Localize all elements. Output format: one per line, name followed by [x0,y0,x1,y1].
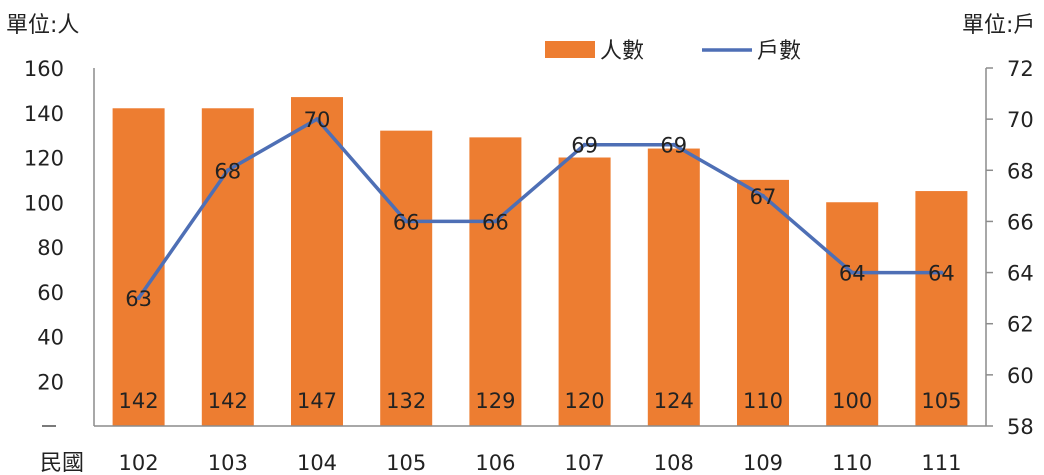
legend: 人數 戶數 [545,39,801,64]
x-tick-label: 105 [386,451,426,475]
right-tick-label: 66 [1007,210,1034,234]
line-point-106 [493,219,498,224]
right-tick-label: 64 [1007,262,1034,286]
bar-value-label: 147 [297,389,337,413]
bar-111 [915,191,968,426]
line-value-label: 63 [125,287,152,311]
x-tick-label: 109 [743,451,783,475]
line-value-label: 64 [928,262,955,286]
left-tick-label: 100 [24,191,64,215]
line-point-102 [136,296,141,301]
bar-104 [291,97,343,427]
right-tick-label: 72 [1007,57,1034,81]
line-value-label: 70 [304,108,331,132]
bar-value-label: 110 [743,389,783,413]
x-tick-label: 106 [475,451,515,475]
bar-109 [737,179,789,426]
x-tick-label: 108 [654,451,694,475]
line-value-label: 67 [750,185,777,209]
left-unit-label: 單位:人 [6,13,79,38]
bar-110 [826,202,879,426]
axes: 20 40 60 80 100 120 140 160 58 60 62 64 66 68 70 72 102 1… [24,57,1034,475]
right-tick-label: 68 [1007,159,1034,183]
bar-value-label: 124 [654,389,694,413]
line-point-108 [671,142,676,147]
legend-label-line: 戶數 [757,39,801,64]
right-tick-label: 62 [1007,313,1034,337]
legend-swatch-bars [545,41,595,58]
x-tick-label: 104 [297,451,337,475]
line-point-107 [582,142,587,147]
bar-108 [647,148,700,427]
line-value-label: 64 [839,262,866,286]
left-tick-label: 20 [37,370,64,394]
line-point-103 [225,168,230,173]
left-tick-label: 160 [24,57,64,81]
bar-102 [112,108,165,427]
x-tick-label: 111 [921,451,961,475]
left-tick-label: 40 [37,326,64,350]
bar-value-label: 142 [208,389,248,413]
line-value-label: 66 [393,210,420,234]
line-value-label: 66 [482,210,509,234]
line-value-label: 69 [571,134,598,158]
line-path [137,117,942,300]
right-tick-label: 58 [1007,415,1034,439]
line-value-label: 69 [660,134,687,158]
left-tick-label: 80 [37,236,64,260]
bar-value-label: 129 [475,389,515,413]
line-point-111 [939,270,944,275]
bar-103 [201,108,254,427]
line-point-109 [761,193,765,198]
line-value-label: 68 [214,159,241,183]
bar-value-label: 105 [921,389,961,413]
x-tick-label: 110 [832,451,872,475]
left-tick-label: 60 [37,281,64,305]
bar-series [112,97,968,427]
right-tick-label: 60 [1007,364,1034,388]
right-tick-label: 70 [1007,108,1034,132]
line-point-104 [315,117,319,122]
bar-value-label: 120 [565,389,605,413]
bar-105 [380,130,433,426]
legend-label-bars: 人數 [600,39,644,64]
right-unit-label: 單位:戶 [962,13,1035,38]
bar-value-label: 100 [832,389,872,413]
line-point-105 [404,219,409,224]
bar-107 [558,157,611,426]
line-point-110 [850,270,855,275]
x-axis-prefix: 民國 [40,451,84,475]
bar-value-label: 132 [386,389,426,413]
x-tick-label: 103 [208,451,248,475]
bar-106 [469,137,522,427]
x-tick-label: 102 [119,451,159,475]
left-tick-label: 120 [24,147,64,171]
x-tick-label: 107 [565,451,605,475]
bar-value-label: 142 [119,389,159,413]
line-series [136,117,944,301]
left-tick-label: 140 [24,102,64,126]
data-labels: 142 142 147 132 129 120 124 110 100 105 63 68 70 66 66… [119,108,962,413]
